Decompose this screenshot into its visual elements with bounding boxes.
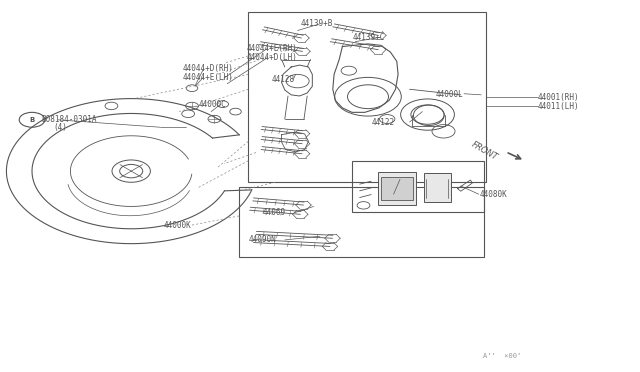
Bar: [424, 173, 451, 202]
Text: 44000L: 44000L: [435, 90, 463, 99]
Text: 44069: 44069: [262, 208, 285, 217]
Text: B08184-0301A: B08184-0301A: [42, 115, 97, 124]
Text: 44080K: 44080K: [480, 190, 508, 199]
Bar: [381, 177, 413, 200]
Text: 44139+C: 44139+C: [353, 33, 385, 42]
Bar: [248, 12, 486, 182]
Text: 44090N: 44090N: [248, 235, 276, 244]
Text: 44122: 44122: [371, 118, 394, 126]
Text: 44011(LH): 44011(LH): [538, 102, 579, 111]
Text: 44001(RH): 44001(RH): [538, 93, 579, 102]
Text: 44044+D(RH): 44044+D(RH): [182, 64, 233, 73]
Text: 44044+E(RH): 44044+E(RH): [246, 44, 297, 53]
Text: (4): (4): [53, 124, 67, 132]
Bar: [239, 187, 484, 257]
Text: FRONT: FRONT: [470, 140, 499, 162]
Text: 44000K: 44000K: [163, 221, 191, 230]
Text: B: B: [29, 117, 35, 123]
Text: 44128: 44128: [272, 75, 295, 84]
Text: A’’  ×00’: A’’ ×00’: [483, 353, 522, 359]
Text: 44139+B: 44139+B: [301, 19, 333, 28]
Bar: [378, 172, 416, 205]
Bar: [352, 161, 484, 212]
Text: 44044+D(LH): 44044+D(LH): [246, 53, 297, 62]
Text: 44000C: 44000C: [198, 100, 226, 109]
Text: 44044+E(LH): 44044+E(LH): [182, 73, 233, 81]
